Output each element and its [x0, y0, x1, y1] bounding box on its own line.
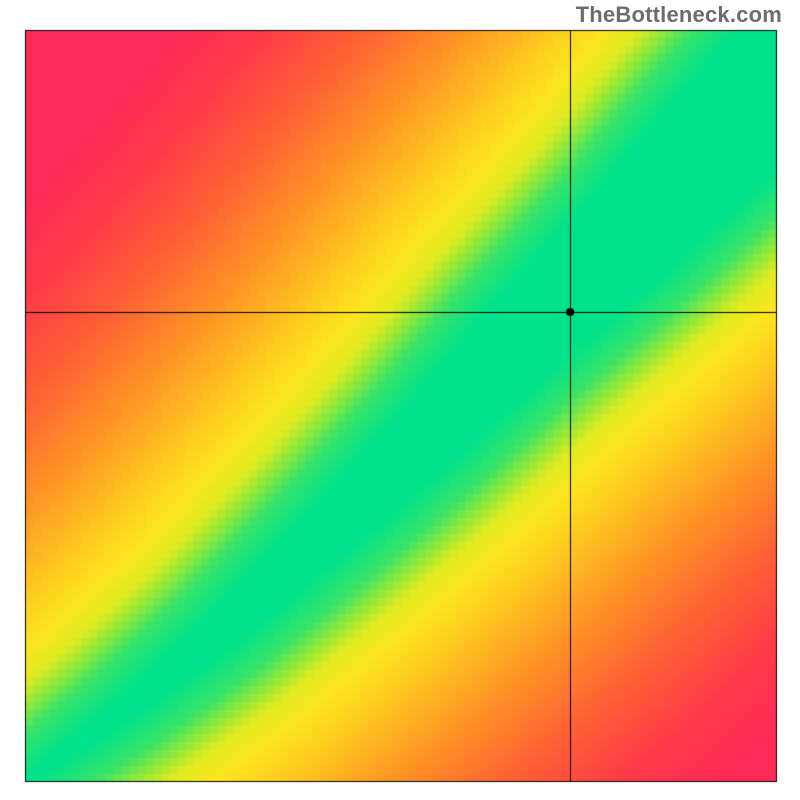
- watermark-text: TheBottleneck.com: [576, 2, 782, 28]
- heatmap-canvas: [0, 0, 800, 800]
- chart-container: TheBottleneck.com: [0, 0, 800, 800]
